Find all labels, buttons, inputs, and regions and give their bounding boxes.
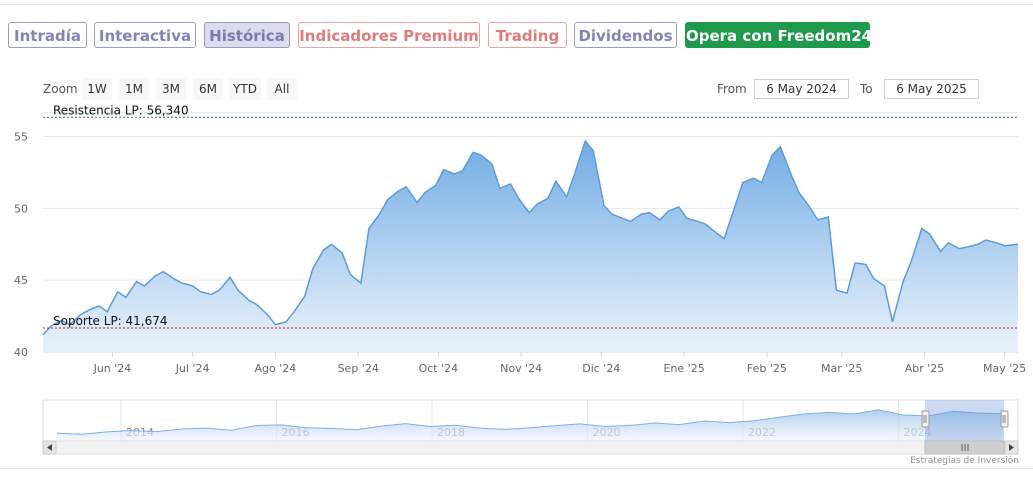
y-tick-label: 55: [14, 131, 28, 144]
zoom-ytd-button[interactable]: YTD: [229, 78, 261, 100]
price-area: [43, 140, 1018, 352]
x-tick-label: Jun '24: [93, 362, 132, 375]
zoom-1w-button[interactable]: 1W: [82, 78, 112, 100]
to-date-input[interactable]: [884, 79, 979, 99]
to-label: To: [860, 82, 873, 96]
zoom-3m-button[interactable]: 3M: [156, 78, 186, 100]
tab-dividendos[interactable]: Dividendos: [574, 22, 677, 48]
x-tick-label: Jul '24: [175, 362, 210, 375]
x-tick-label: Feb '25: [747, 362, 787, 375]
y-tick-label: 50: [14, 202, 28, 215]
toolbar-divider: [43, 112, 1018, 113]
x-tick-label: Oct '24: [419, 362, 459, 375]
tab-trading[interactable]: Trading: [488, 22, 567, 48]
top-border: [0, 4, 1033, 5]
navigator-line: [56, 409, 1004, 435]
resistance-label: Resistencia LP: 56,340: [53, 103, 189, 117]
navigator-area: [57, 409, 1003, 441]
x-tick-label: Dic '24: [582, 362, 620, 375]
y-axis-ticks: 40 45 50 55: [14, 131, 28, 359]
navigator-selection: [925, 400, 1004, 441]
navigator[interactable]: 201420162018202020222024: [42, 399, 1019, 455]
y-tick-label: 45: [14, 274, 28, 287]
tab-intradia[interactable]: Intradía: [8, 22, 87, 48]
x-tick-label: Ago '24: [255, 362, 297, 375]
x-tick-label: Nov '24: [500, 362, 542, 375]
support-label: Soporte LP: 41,674: [53, 314, 168, 328]
zoom-6m-button[interactable]: 6M: [193, 78, 223, 100]
x-axis-ticks: Jun '24 Jul '24 Ago '24 Sep '24 Oct '24 Nov '…: [93, 352, 1026, 375]
zoom-label: Zoom: [43, 82, 78, 96]
scroll-left-arrow-icon: [47, 444, 52, 451]
navigator-scrollbar-track: [42, 440, 1019, 455]
x-tick-label: Ene '25: [663, 362, 704, 375]
price-line: [42, 139, 1019, 336]
bottom-border: [0, 468, 1033, 469]
zoom-1m-button[interactable]: 1M: [119, 78, 149, 100]
price-series: [42, 139, 1019, 352]
y-tick-label: 40: [14, 346, 28, 359]
tab-indicadores-premium[interactable]: Indicadores Premium: [298, 22, 480, 48]
credit-text: Estrategias de Inversión: [910, 456, 1019, 466]
reference-lines: Resistencia LP: 56,340 Soporte LP: 41,674: [43, 103, 1018, 329]
scroll-right-arrow-icon: [1009, 444, 1014, 451]
x-tick-label: May '25: [983, 362, 1026, 375]
from-label: From: [717, 82, 747, 96]
x-tick-label: Mar '25: [821, 362, 862, 375]
zoom-all-button[interactable]: All: [267, 78, 297, 100]
tab-historica[interactable]: Histórica: [204, 22, 290, 48]
opera-freedom24-button[interactable]: Opera con Freedom24: [685, 22, 872, 48]
from-date-input[interactable]: [754, 79, 849, 99]
x-tick-label: Abr '25: [905, 362, 945, 375]
tab-interactiva[interactable]: Interactiva: [94, 22, 196, 48]
x-tick-label: Sep '24: [338, 362, 379, 375]
